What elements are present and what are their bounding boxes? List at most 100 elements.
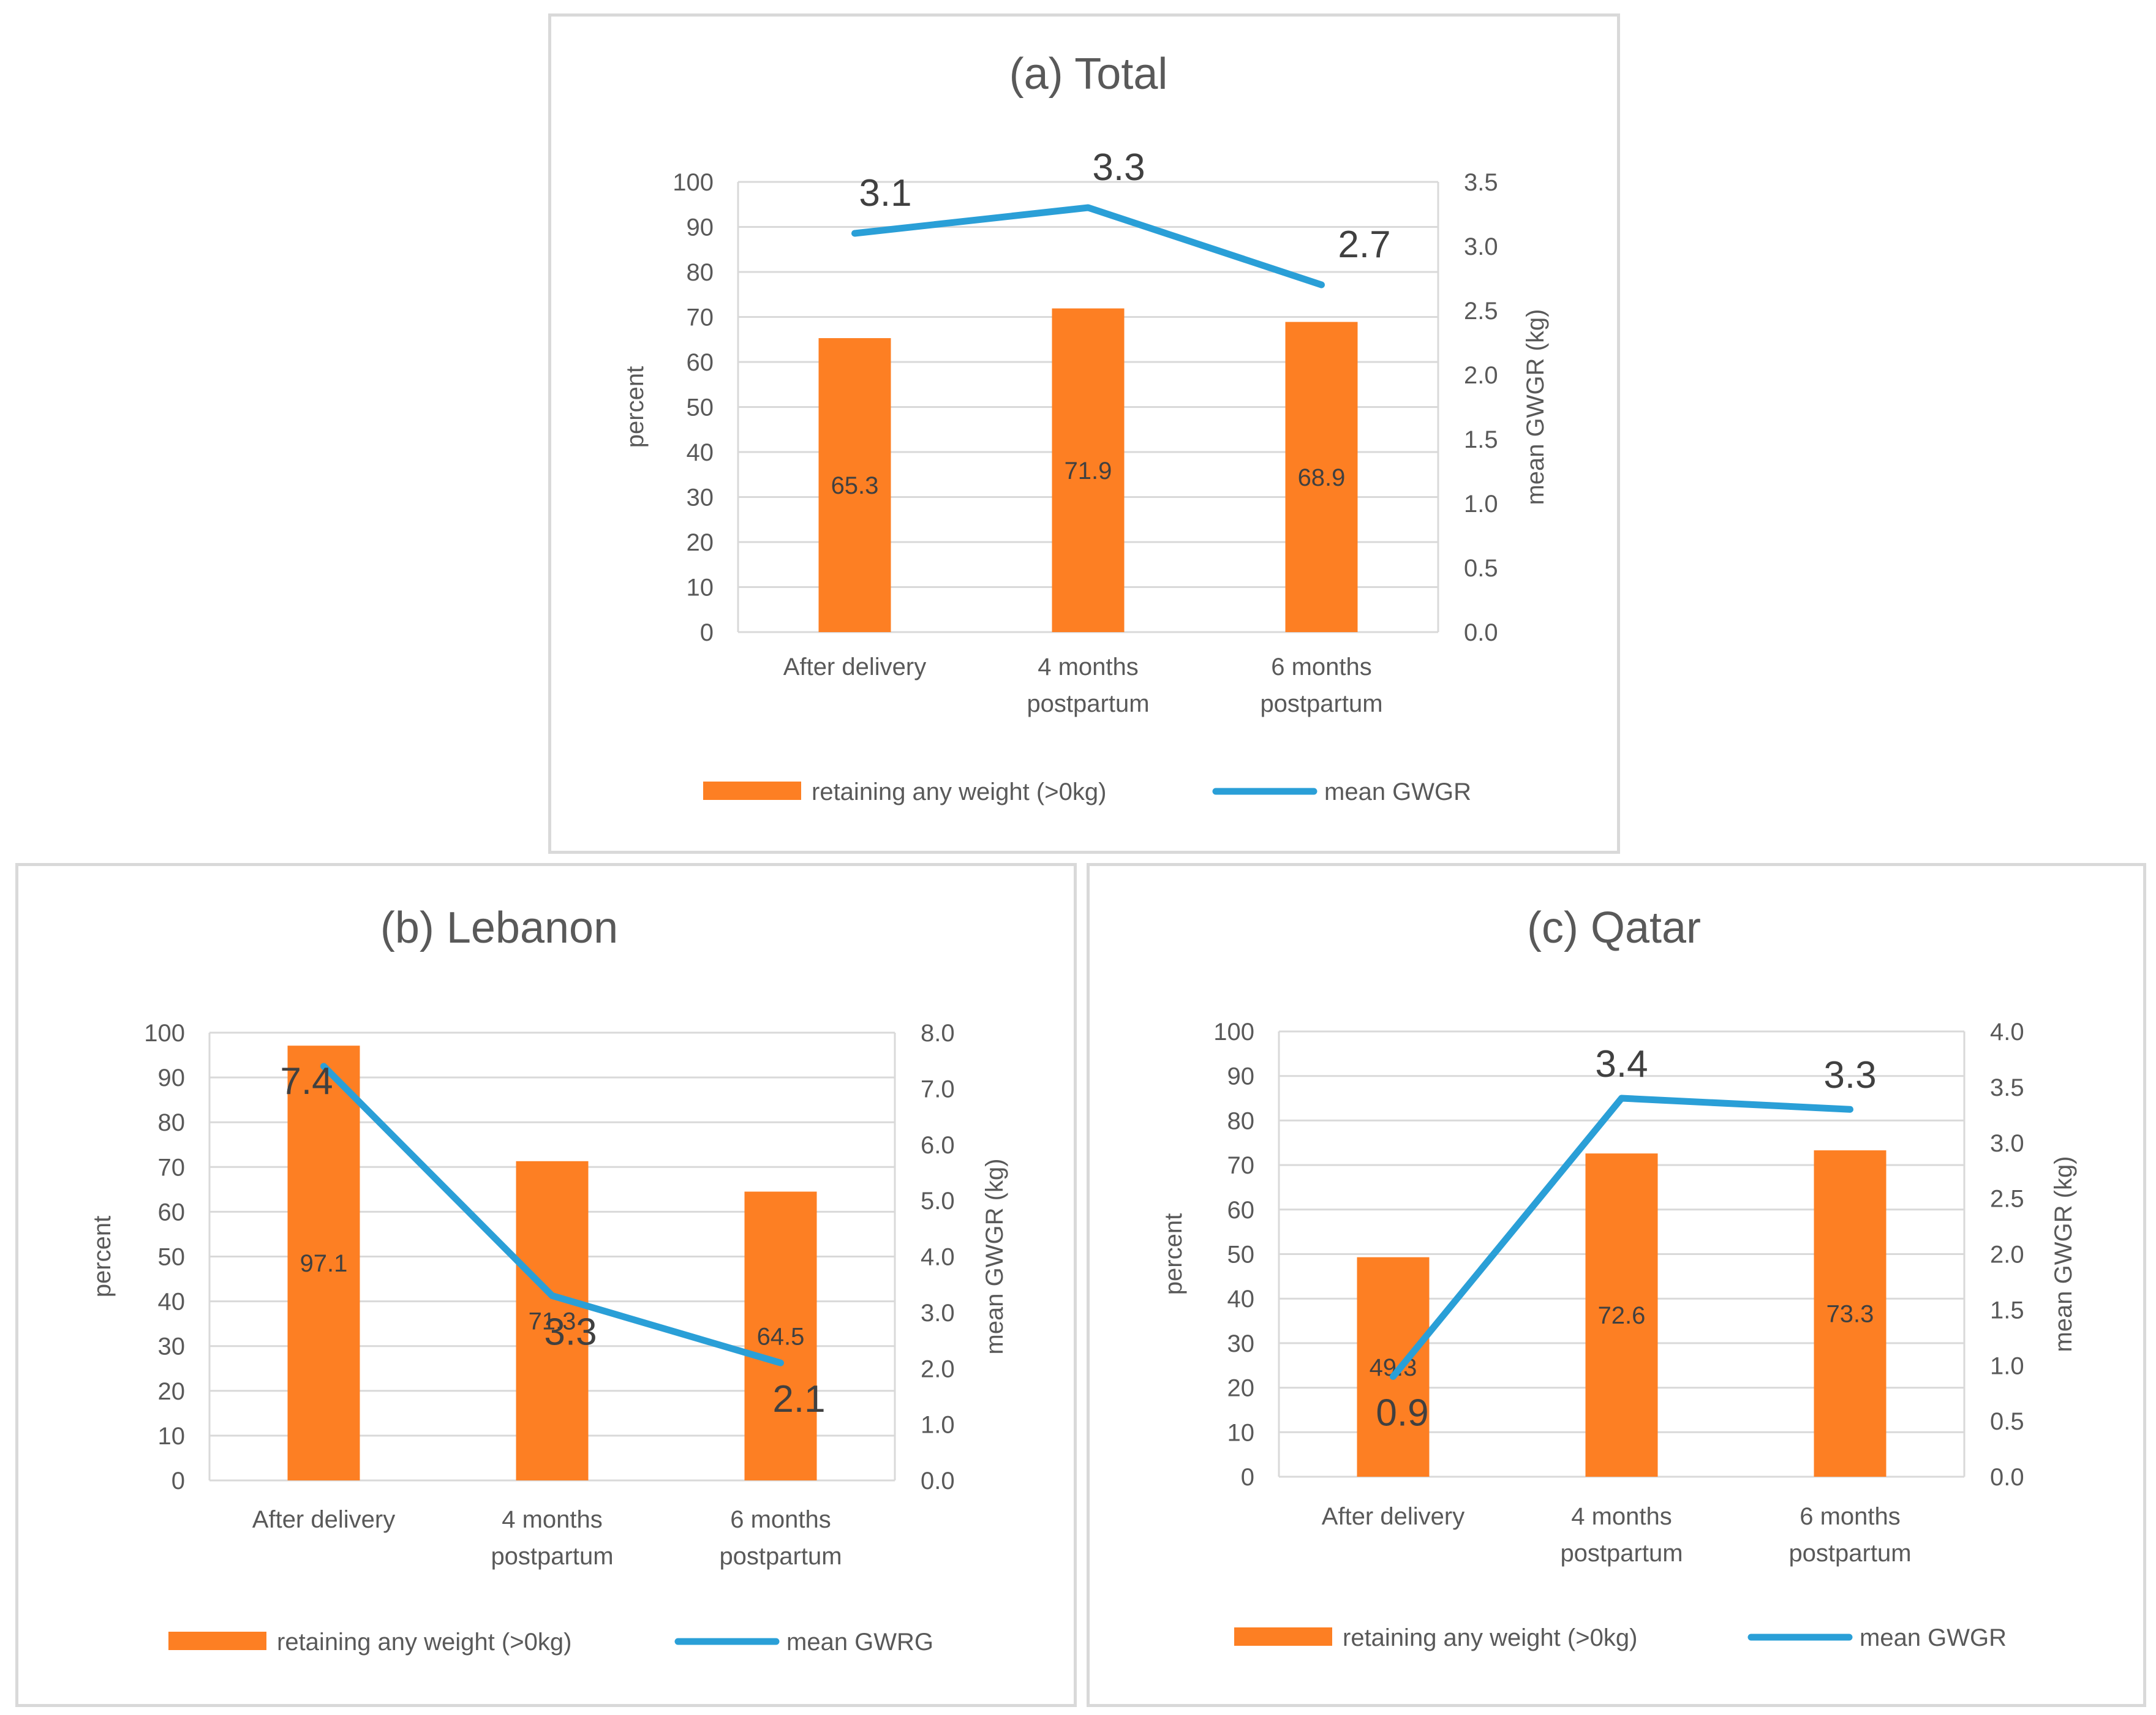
- chart-lebanon: (b) Lebanon 0 10 20 30 40 50 60 70 80 90 100 0.0 1.0 2…: [89, 903, 1008, 1656]
- y2-tick-label: 8.0: [921, 1020, 955, 1047]
- y-tick-label: 0: [1241, 1464, 1254, 1491]
- y-tick-label: 20: [687, 529, 714, 556]
- y-tick-label: 70: [687, 304, 714, 331]
- bar: [1285, 322, 1358, 632]
- y-tick-label: 10: [1227, 1419, 1255, 1446]
- line-data-label: 3.1: [859, 172, 911, 214]
- y-tick-label: 80: [158, 1109, 186, 1136]
- y2-tick-label: 2.5: [1990, 1186, 2024, 1213]
- line-data-label: 3.3: [1092, 146, 1145, 189]
- bar: [287, 1046, 360, 1480]
- x-tick-label: 6 months: [1800, 1503, 1901, 1530]
- y-tick-label: 90: [1227, 1063, 1255, 1090]
- y2-tick-label: 0.0: [1464, 619, 1498, 646]
- bar: [1585, 1153, 1658, 1477]
- y2-tick-label: 3.5: [1464, 169, 1498, 196]
- bar-data-label: 71.9: [1065, 458, 1112, 484]
- chart-qatar: (c) Qatar 0 10 20 30 40 50 60 70 80 90 100 0.0 0.5 1.0…: [1160, 903, 2077, 1651]
- y-tick-label: 70: [158, 1154, 186, 1181]
- y-tick-label: 60: [1227, 1197, 1255, 1224]
- y-tick-label: 50: [158, 1244, 186, 1271]
- y-axis-title: percent: [1160, 1213, 1187, 1295]
- y2-tick-label: 5.0: [921, 1188, 955, 1215]
- y-tick-label: 20: [1227, 1375, 1255, 1402]
- y-tick-label: 90: [687, 214, 714, 241]
- y2-tick-label: 1.5: [1990, 1297, 2024, 1324]
- bar-data-label: 64.5: [757, 1323, 805, 1350]
- y-tick-label: 60: [687, 349, 714, 376]
- x-tick-label: 6 months: [730, 1506, 831, 1533]
- x-tick-label: postpartum: [1789, 1540, 1911, 1567]
- x-tick-label: postpartum: [1560, 1540, 1683, 1567]
- y-tick-label: 60: [158, 1199, 186, 1226]
- legend-swatch-bar: [703, 782, 801, 800]
- bar: [1052, 308, 1125, 632]
- y2-tick-label: 0.5: [1990, 1408, 2024, 1435]
- y2-tick-label: 2.0: [1990, 1242, 2024, 1268]
- y-tick-label: 40: [1227, 1286, 1255, 1313]
- y2-tick-label: 4.0: [921, 1244, 955, 1271]
- bar-data-label: 97.1: [300, 1250, 348, 1277]
- chart-total: (a) Total 0 10 20 30 40 50 60 70 80 90 100 0.0 0.5 1.0…: [622, 50, 1549, 805]
- x-tick-label: postpartum: [1260, 690, 1382, 717]
- y2-axis-title: mean GWGR (kg): [1522, 309, 1549, 505]
- y2-axis-title: mean GWGR (kg): [2050, 1156, 2077, 1352]
- line-data-label: 2.1: [772, 1378, 825, 1420]
- y-tick-label: 30: [158, 1333, 186, 1360]
- x-tick-label: After delivery: [783, 654, 926, 680]
- y2-tick-label: 2.0: [1464, 362, 1498, 389]
- y2-tick-label: 0.5: [1464, 555, 1498, 582]
- x-tick-label: postpartum: [719, 1543, 842, 1570]
- y-tick-label: 80: [1227, 1107, 1255, 1134]
- x-tick-label: 4 months: [1571, 1503, 1672, 1530]
- y2-tick-label: 7.0: [921, 1076, 955, 1102]
- y2-tick-label: 1.0: [1464, 491, 1498, 518]
- line-series: [851, 204, 1325, 288]
- bar: [516, 1161, 589, 1480]
- legend-swatch-bar: [168, 1632, 266, 1650]
- x-tick-label: postpartum: [491, 1543, 613, 1570]
- y2-tick-label: 4.0: [1990, 1019, 2024, 1046]
- x-tick-label: 6 months: [1271, 654, 1372, 680]
- y-tick-label: 90: [158, 1065, 186, 1091]
- y-tick-label: 50: [1227, 1242, 1255, 1268]
- y2-tick-label: 1.0: [921, 1412, 955, 1439]
- line-data-label: 3.3: [544, 1311, 597, 1353]
- y2-tick-label: 3.5: [1990, 1074, 2024, 1101]
- y2-axis-title: mean GWGR (kg): [981, 1158, 1008, 1354]
- y2-tick-label: 6.0: [921, 1132, 955, 1159]
- line-data-label: 2.7: [1338, 224, 1390, 266]
- bar-data-label: 72.6: [1598, 1302, 1646, 1329]
- bar-data-label: 65.3: [831, 472, 879, 499]
- legend-label-line: mean GWRG: [786, 1629, 933, 1656]
- y2-tick-label: 3.0: [921, 1300, 955, 1327]
- bar-data-label: 71.3: [529, 1308, 576, 1335]
- line-data-label: 3.4: [1595, 1043, 1648, 1085]
- y-axis-title: percent: [89, 1216, 116, 1297]
- line-data-label: 0.9: [1376, 1392, 1428, 1434]
- chart-title: (a) Total: [1009, 50, 1168, 99]
- chart-title: (b) Lebanon: [380, 903, 618, 952]
- x-tick-label: 4 months: [1038, 654, 1139, 680]
- legend-swatch-bar: [1234, 1627, 1332, 1646]
- y-tick-label: 20: [158, 1378, 186, 1405]
- x-tick-label: postpartum: [1027, 690, 1149, 717]
- bar: [744, 1191, 817, 1480]
- y-tick-label: 10: [158, 1423, 186, 1450]
- y2-tick-label: 1.5: [1464, 426, 1498, 453]
- legend-label-bar: retaining any weight (>0kg): [277, 1629, 571, 1656]
- bar-data-label: 73.3: [1826, 1301, 1874, 1328]
- y-tick-label: 0: [700, 619, 714, 646]
- y-axis-title: percent: [622, 366, 649, 448]
- x-tick-label: After delivery: [252, 1506, 395, 1533]
- line-data-label: 7.4: [280, 1060, 333, 1102]
- x-tick-label: After delivery: [1322, 1503, 1464, 1530]
- y-tick-label: 30: [687, 484, 714, 511]
- x-tick-label: 4 months: [502, 1506, 603, 1533]
- y-tick-label: 70: [1227, 1152, 1255, 1179]
- y2-tick-label: 3.0: [1990, 1130, 2024, 1157]
- bar: [1814, 1150, 1887, 1477]
- bar: [818, 338, 891, 632]
- y-tick-label: 100: [673, 169, 714, 196]
- legend-label-bar: retaining any weight (>0kg): [812, 778, 1106, 805]
